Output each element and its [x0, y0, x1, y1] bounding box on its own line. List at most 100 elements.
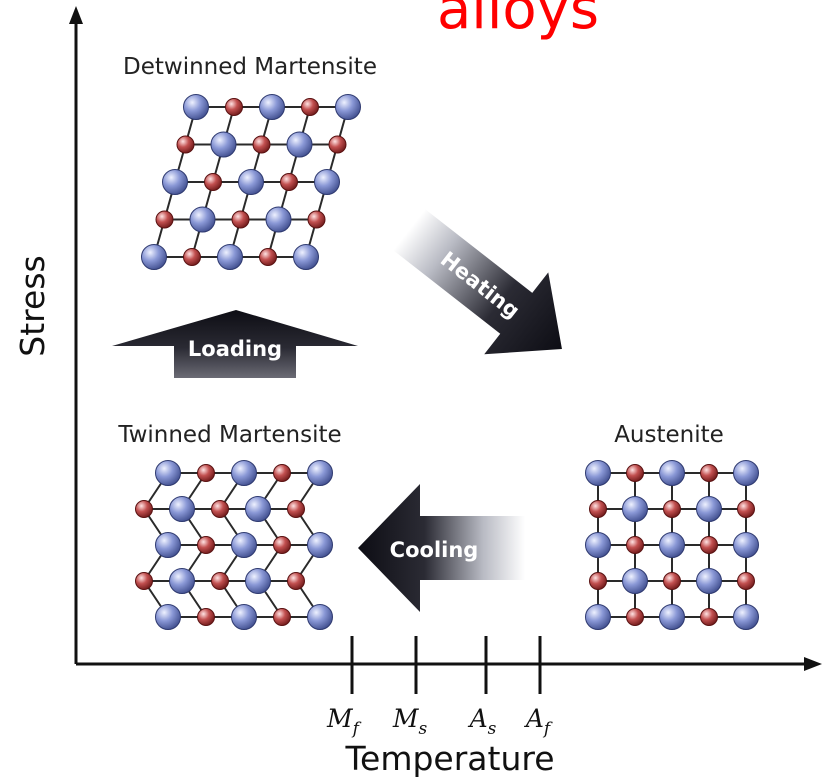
twinned-atom-red	[135, 572, 153, 590]
detwinned-atom-red	[280, 173, 298, 191]
austenite-atom-blue	[585, 604, 611, 630]
heating-arrow-shape	[393, 209, 562, 355]
x-axis-label: Temperature	[344, 739, 554, 778]
tick-label-af: Af	[524, 704, 553, 739]
austenite-atom-blue	[585, 532, 611, 558]
austenite-atom-red	[589, 572, 607, 590]
twinned-atom-blue	[155, 460, 181, 486]
austenite-atom-blue	[733, 604, 759, 630]
detwinned-atom-blue	[183, 94, 209, 120]
detwinned-atom-blue	[238, 169, 264, 195]
tick-label-ms: Ms	[392, 704, 428, 739]
twinned-atom-red	[211, 500, 229, 518]
cooling-arrow: Cooling	[358, 484, 525, 612]
tick-label-mf: Mf	[326, 704, 362, 739]
twinned-atom-blue	[155, 604, 181, 630]
detwinned-atom-red	[225, 98, 243, 116]
austenite-atom-blue	[696, 496, 722, 522]
twinned-atom-red	[273, 536, 291, 554]
detwinned-atom-red	[252, 135, 271, 154]
austenite-atom-blue	[696, 568, 722, 594]
austenite-atom-blue	[659, 460, 685, 486]
twinned-atom-blue	[155, 532, 181, 558]
detwinned-atom-red	[176, 135, 195, 154]
twinned-atom-blue	[231, 532, 257, 558]
twinned-atom-blue	[307, 460, 333, 486]
y-axis-label: Stress	[13, 255, 52, 356]
y-axis-arrowhead	[69, 6, 83, 24]
austenite-atom-red	[626, 464, 644, 482]
twinned-atom-blue	[169, 568, 195, 594]
austenite-atom-red	[626, 608, 644, 626]
detwinned-atom-blue	[141, 244, 167, 270]
twinned-atom-red	[135, 500, 153, 518]
austenite-atom-red	[626, 536, 644, 554]
detwinned-atom-red	[155, 210, 174, 229]
detwinned-atom-blue	[293, 244, 319, 270]
detwinned-atom-blue	[217, 244, 243, 270]
twinned-atom-blue	[245, 568, 271, 594]
austenite-atom-blue	[622, 496, 648, 522]
twinned-atom-red	[197, 464, 215, 482]
loading-arrow: Loading	[112, 310, 358, 378]
twinned-atom-blue	[307, 532, 333, 558]
detwinned-atom-red	[259, 248, 277, 266]
austenite-atom-blue	[659, 532, 685, 558]
detwinned-atom-blue	[189, 206, 216, 233]
twinned-atom-red	[197, 536, 215, 554]
detwinned-atom-blue	[210, 131, 237, 158]
detwinned-atom-blue	[286, 131, 313, 158]
twinned-atom-blue	[231, 460, 257, 486]
loading-arrow-label: Loading	[188, 337, 282, 361]
lattice-detwinned-martensite	[141, 94, 361, 270]
x-axis-arrowhead	[804, 657, 822, 671]
austenite-atom-red	[737, 572, 755, 590]
austenite-atom-blue	[733, 532, 759, 558]
twinned-atom-red	[211, 572, 229, 590]
twinned-atom-red	[287, 500, 305, 518]
detwinned-atom-blue	[335, 94, 361, 120]
label-detwinned-martensite: Detwinned Martensite	[123, 54, 377, 80]
austenite-atom-blue	[585, 460, 611, 486]
twinned-atom-red	[273, 608, 291, 626]
label-austenite: Austenite	[614, 422, 724, 448]
twinned-atom-blue	[169, 496, 195, 522]
lattice-twinned-martensite	[135, 460, 333, 630]
detwinned-atom-red	[183, 248, 201, 266]
detwinned-atom-blue	[162, 169, 188, 195]
austenite-atom-blue	[733, 460, 759, 486]
detwinned-atom-blue	[265, 206, 292, 233]
axes	[69, 6, 822, 694]
detwinned-atom-blue	[314, 169, 340, 195]
loading-arrow-shape	[112, 310, 358, 378]
label-twinned-martensite: Twinned Martensite	[117, 422, 341, 448]
cooling-arrow-label: Cooling	[390, 538, 479, 562]
tick-label-as: As	[468, 704, 497, 739]
austenite-atom-red	[700, 608, 718, 626]
austenite-atom-blue	[659, 604, 685, 630]
twinned-atom-red	[287, 572, 305, 590]
twinned-atom-red	[273, 464, 291, 482]
heating-arrow: Heating	[393, 209, 562, 355]
austenite-atom-red	[589, 500, 607, 518]
austenite-atom-red	[737, 500, 755, 518]
austenite-atom-red	[700, 464, 718, 482]
detwinned-atom-blue	[259, 94, 285, 120]
lattice-austenite	[585, 460, 759, 630]
detwinned-atom-red	[307, 210, 326, 229]
title-fragment: alloys	[437, 0, 599, 42]
austenite-atom-red	[663, 572, 681, 590]
twinned-atom-blue	[231, 604, 257, 630]
twinned-atom-red	[197, 608, 215, 626]
detwinned-atom-red	[204, 173, 222, 191]
cooling-arrow-shape	[358, 484, 525, 612]
austenite-atom-red	[700, 536, 718, 554]
austenite-atom-blue	[622, 568, 648, 594]
detwinned-atom-red	[231, 210, 250, 229]
detwinned-atom-red	[328, 135, 347, 154]
twinned-atom-blue	[245, 496, 271, 522]
austenite-atom-red	[663, 500, 681, 518]
twinned-atom-blue	[307, 604, 333, 630]
